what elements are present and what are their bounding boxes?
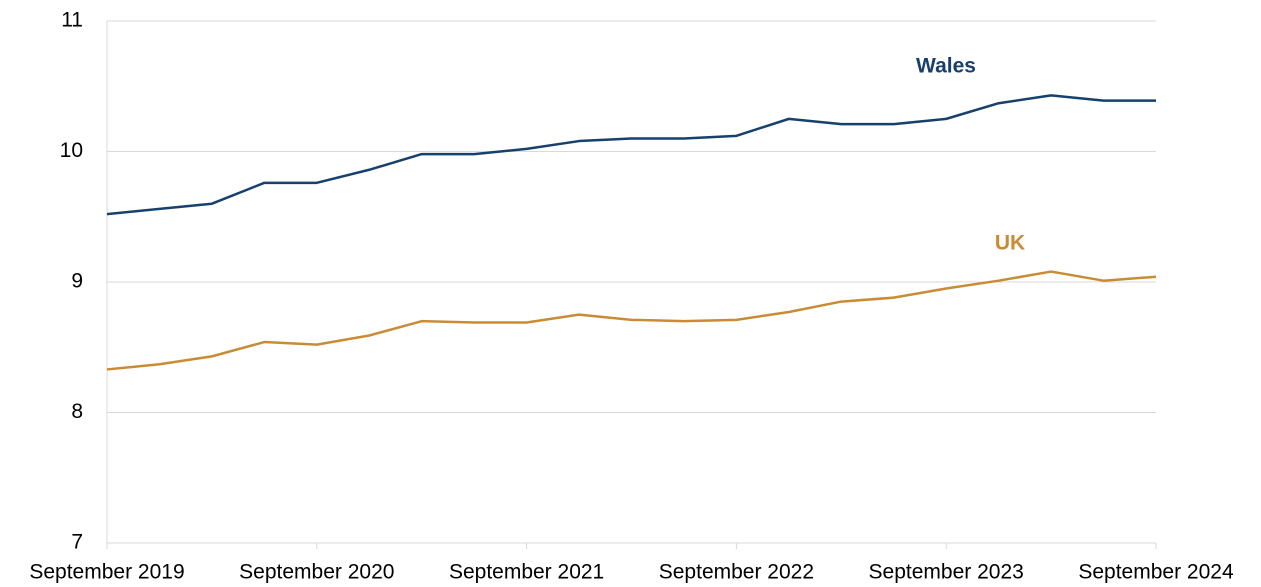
y-tick-label: 10 xyxy=(60,139,83,162)
y-tick-label: 11 xyxy=(61,9,83,32)
y-tick-label: 9 xyxy=(71,270,83,293)
x-tick-label: September 2019 xyxy=(29,561,184,584)
series-label: UK xyxy=(995,232,1025,255)
x-tick-label: September 2020 xyxy=(239,561,394,584)
x-tick-label: September 2023 xyxy=(869,561,1024,584)
y-tick-label: 7 xyxy=(71,531,83,554)
series-label: Wales xyxy=(916,55,976,78)
x-tick-label: September 2024 xyxy=(1078,561,1234,584)
x-tick-label: September 2022 xyxy=(659,561,814,584)
x-tick-label: September 2021 xyxy=(449,561,604,584)
series-line xyxy=(106,270,1157,371)
y-tick-label: 8 xyxy=(71,400,83,423)
series-line xyxy=(106,94,1156,216)
